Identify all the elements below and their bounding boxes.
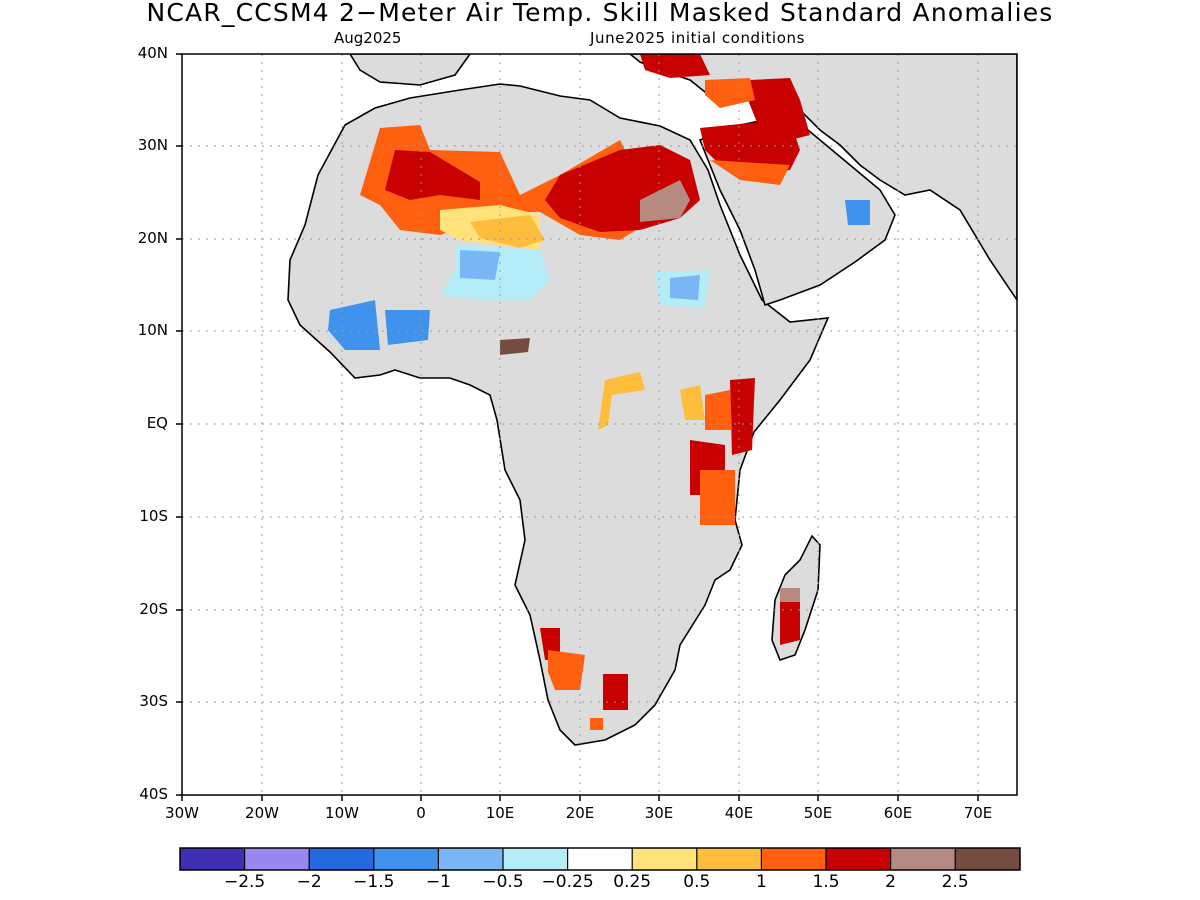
map-layer xyxy=(287,54,1017,746)
lat-label-30s: 30S xyxy=(139,692,168,710)
colorbar-swatch-5 xyxy=(438,848,503,870)
anomaly-middleeast-red xyxy=(640,54,810,175)
anomaly-southafrica-red xyxy=(540,590,800,710)
colorbar-swatch-6 xyxy=(503,848,568,870)
colorbar-swatch-12 xyxy=(890,848,956,870)
lat-label-20s: 20S xyxy=(139,600,168,618)
lat-label-20n: 20N xyxy=(137,229,168,247)
lon-label-20e: 20E xyxy=(565,804,595,822)
anomaly-sahel-blue xyxy=(460,250,700,300)
colorbar-label: 2.5 xyxy=(941,872,969,892)
lon-label-0: 0 xyxy=(416,804,426,822)
colorbar-label: −1.5 xyxy=(353,872,395,892)
colorbar-swatch-11 xyxy=(826,848,891,870)
colorbar-swatch-13 xyxy=(955,848,1020,870)
lat-label-40n: 40N xyxy=(137,44,168,62)
anomaly-middleeast-orange xyxy=(705,78,790,185)
anomaly-eastafrica-yellow xyxy=(598,372,705,430)
anomaly-sahel-amber xyxy=(470,215,545,248)
colorbar-swatch-2 xyxy=(244,848,310,870)
colorbar-label: 1 xyxy=(755,872,767,892)
lat-label-10n: 10N xyxy=(137,321,168,339)
lon-label-50e: 50E xyxy=(803,804,833,822)
colorbar-swatch-7 xyxy=(567,848,633,870)
colorbar-swatch-3 xyxy=(309,848,374,870)
colorbar xyxy=(179,847,1021,871)
colorbar-label: −2.5 xyxy=(223,872,266,892)
europe-asia-land xyxy=(628,54,1017,302)
initial-conditions: June2025 initial conditions xyxy=(590,29,805,47)
anomaly-cameroon-brown xyxy=(500,338,530,355)
colorbar-swatch-8 xyxy=(632,848,697,870)
colorbar-label: −2 xyxy=(296,872,322,892)
colorbar-frame xyxy=(179,847,1021,871)
colorbar-label: 0.25 xyxy=(613,872,652,892)
lon-label-10e: 10E xyxy=(485,804,515,822)
colorbar-label: 2 xyxy=(885,872,897,892)
anomaly-sahara-red xyxy=(385,145,700,232)
lon-label-30w: 30W xyxy=(165,804,199,822)
anomaly-sahara-brown xyxy=(640,180,690,222)
lon-label-30e: 30E xyxy=(644,804,674,822)
axis-ticks xyxy=(176,53,979,801)
anomaly-southafrica-orange xyxy=(548,650,603,730)
lat-label-eq: EQ xyxy=(146,414,168,432)
lat-label-40s: 40S xyxy=(139,785,168,803)
africa-landmass xyxy=(287,83,830,746)
colorbar-label: −1 xyxy=(425,872,451,892)
lat-label-30n: 30N xyxy=(137,136,168,154)
lon-label-10w: 10W xyxy=(325,804,359,822)
graticule xyxy=(182,54,1017,795)
iberia-land xyxy=(349,54,471,86)
colorbar-swatch-10 xyxy=(761,848,826,870)
forecast-month: Aug2025 xyxy=(334,29,402,47)
colorbar-label: 0.5 xyxy=(683,872,711,892)
lon-label-60e: 60E xyxy=(883,804,913,822)
colorbar-label: 1.5 xyxy=(812,872,840,892)
lon-label-40e: 40E xyxy=(724,804,754,822)
anomaly-madagascar-brown xyxy=(780,588,800,602)
lon-label-70e: 70E xyxy=(963,804,993,822)
lat-label-10s: 10S xyxy=(139,507,168,525)
colorbar-swatch-1 xyxy=(180,848,245,870)
anomaly-sahel-lightblue xyxy=(440,245,710,308)
colorbar-label: −0.25 xyxy=(541,872,594,892)
colorbar-swatch-4 xyxy=(373,848,439,870)
colorbar-swatch-9 xyxy=(696,848,762,870)
map-title: NCAR_CCSM4 2−Meter Air Temp. Skill Maske… xyxy=(146,0,1054,27)
lon-label-20w: 20W xyxy=(245,804,279,822)
colorbar-label: −0.5 xyxy=(482,872,524,892)
colorbar-dividers xyxy=(244,848,956,870)
